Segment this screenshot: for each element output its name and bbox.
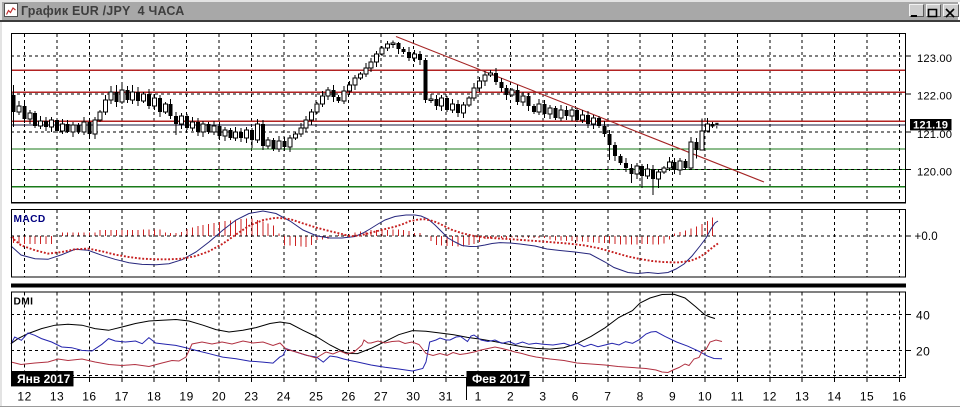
svg-text:13: 13 (50, 390, 64, 404)
svg-text:7: 7 (604, 390, 611, 404)
svg-text:123.00: 123.00 (917, 53, 952, 65)
svg-text:2: 2 (507, 390, 514, 404)
svg-text:10: 10 (698, 390, 712, 404)
svg-text:MACD: MACD (14, 214, 46, 225)
svg-text:20: 20 (916, 344, 930, 358)
svg-text:25: 25 (309, 390, 323, 404)
svg-text:Янв 2017: Янв 2017 (17, 372, 71, 386)
svg-text:1: 1 (475, 390, 482, 404)
svg-text:18: 18 (147, 390, 161, 404)
svg-text:40: 40 (916, 309, 930, 323)
svg-text:16: 16 (82, 390, 96, 404)
svg-text:27: 27 (374, 390, 388, 404)
svg-text:19: 19 (179, 390, 193, 404)
svg-text:11: 11 (731, 390, 744, 404)
svg-text:12: 12 (17, 390, 31, 404)
svg-text:14: 14 (827, 390, 841, 404)
svg-text:17: 17 (115, 390, 129, 404)
svg-text:6: 6 (572, 390, 579, 404)
svg-text:8: 8 (637, 390, 644, 404)
svg-text:26: 26 (341, 390, 355, 404)
svg-text:16: 16 (892, 390, 906, 404)
svg-text:9: 9 (669, 390, 676, 404)
svg-text:12: 12 (763, 390, 777, 404)
svg-text:Фев 2017: Фев 2017 (472, 372, 527, 386)
svg-text:31: 31 (439, 390, 453, 404)
svg-text:15: 15 (860, 390, 874, 404)
svg-text:24: 24 (277, 390, 291, 404)
svg-text:+0.0: +0.0 (915, 231, 938, 243)
svg-text:20: 20 (212, 390, 226, 404)
svg-text:121.00: 121.00 (917, 129, 952, 141)
svg-text:23: 23 (244, 390, 258, 404)
svg-text:121.19: 121.19 (913, 120, 948, 132)
svg-text:13: 13 (795, 390, 809, 404)
svg-text:30: 30 (406, 390, 420, 404)
svg-text:3: 3 (539, 390, 546, 404)
svg-text:120.00: 120.00 (917, 166, 952, 178)
svg-text:122.00: 122.00 (917, 90, 952, 102)
svg-text:DMI: DMI (14, 297, 34, 308)
